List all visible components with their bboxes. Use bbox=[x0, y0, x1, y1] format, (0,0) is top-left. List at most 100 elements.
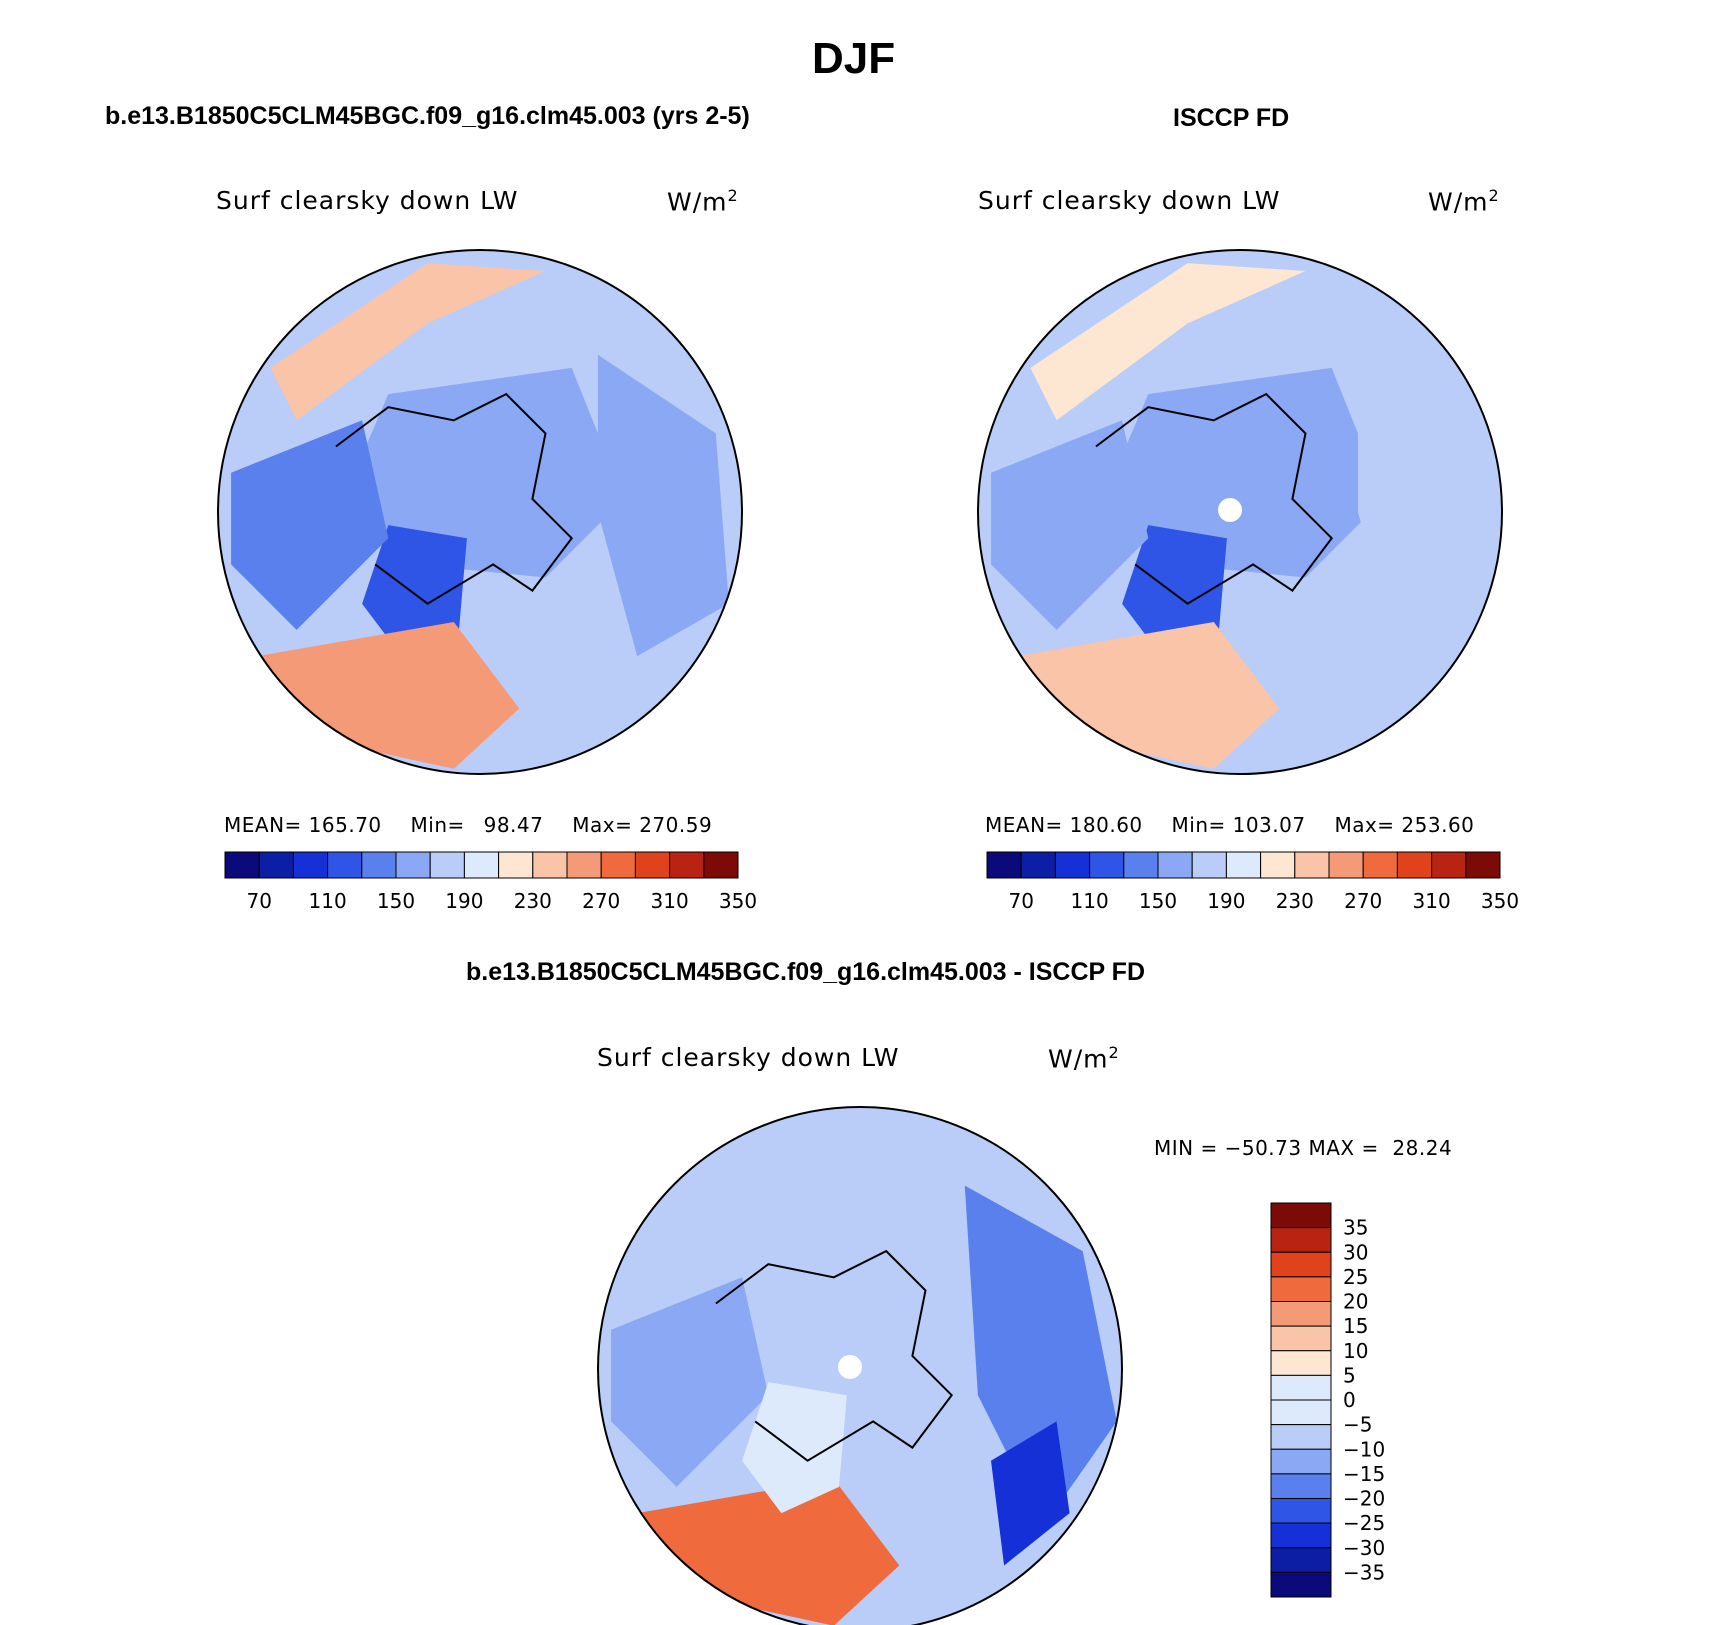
panel2-colorbar-tick-label: 350 bbox=[1481, 889, 1519, 913]
map3-region-arctic-ocean bbox=[729, 1224, 1005, 1435]
panel1-colorbar-cell bbox=[429, 851, 465, 879]
panel2-colorbar-cell bbox=[986, 851, 1022, 879]
map2-pole-hole bbox=[1218, 498, 1242, 522]
panel1-colorbar-cell bbox=[634, 851, 671, 879]
panel2-colorbar-cell bbox=[1260, 851, 1296, 879]
map3-fill-group bbox=[598, 1107, 1122, 1625]
map2-fill-group bbox=[978, 250, 1502, 774]
panel3-colorbar-tick-label: −30 bbox=[1343, 1536, 1385, 1560]
map2-region-eurasia-interior bbox=[1357, 354, 1489, 657]
panel2-colorbar-tick-label: 230 bbox=[1276, 889, 1314, 913]
panel1-max-label: Max= bbox=[572, 813, 633, 837]
panel2-colorbar-cell bbox=[1362, 851, 1398, 879]
panel3-colorbar-cell bbox=[1270, 1227, 1332, 1253]
panel3-units-exp: 2 bbox=[1108, 1043, 1120, 1062]
panel1-colorbar-tick-label: 110 bbox=[309, 889, 347, 913]
panel3-colorbar-cell bbox=[1270, 1424, 1332, 1450]
panel2-colorbar-cell bbox=[1020, 851, 1056, 879]
panel1-colorbar-cell bbox=[600, 851, 636, 879]
panel1-colorbar-tick-label: 70 bbox=[246, 889, 271, 913]
map1-fill-group bbox=[218, 250, 742, 774]
panel3-colorbar-tick-label: 0 bbox=[1343, 1388, 1356, 1412]
panel2-colorbar-cell bbox=[1157, 851, 1193, 879]
panel3-colorbar-cell bbox=[1270, 1276, 1332, 1302]
map3-region-canada bbox=[611, 1277, 769, 1487]
panel2-mean-label: MEAN= bbox=[985, 813, 1063, 837]
panel2-colorbar-cell bbox=[1328, 851, 1364, 879]
panel2-mean-value: 180.60 bbox=[1069, 813, 1143, 837]
panel1-colorbar-tick-label: 270 bbox=[582, 889, 620, 913]
panel3-colorbar-tick-label: −5 bbox=[1343, 1413, 1372, 1437]
panel2-colorbar-cell bbox=[1089, 851, 1125, 879]
panel2-colorbar-tick-label: 70 bbox=[1008, 889, 1033, 913]
panel2-case-title: ISCCP FD bbox=[1173, 104, 1290, 132]
panel1-colorbar-cell bbox=[703, 851, 739, 879]
panel3-colorbar-tick-label: 5 bbox=[1343, 1363, 1356, 1387]
panel3-colorbar-tick-label: 25 bbox=[1343, 1265, 1368, 1289]
panel2-colorbar-cell bbox=[1396, 851, 1433, 879]
map3-region-siberia-east bbox=[991, 1421, 1070, 1566]
panel3-colorbar-tick-label: 30 bbox=[1343, 1240, 1368, 1264]
map2-coastline bbox=[1095, 392, 1334, 605]
map3-region-greenland bbox=[742, 1382, 847, 1514]
panel3-colorbar-tick-label: 10 bbox=[1343, 1339, 1368, 1363]
panel3-colorbar-cell bbox=[1270, 1522, 1332, 1549]
panel1-colorbar-cell bbox=[395, 851, 431, 879]
panel2-units-label: W/m2 bbox=[1428, 186, 1500, 216]
panel2-colorbar-cell bbox=[1123, 851, 1159, 879]
panel2-min-label: Min= bbox=[1171, 813, 1226, 837]
panel1-mean-label: MEAN= bbox=[224, 813, 302, 837]
map2-region-canada bbox=[991, 420, 1149, 630]
panel3-minmax: MIN = −50.73 MAX = 28.24 bbox=[1154, 1136, 1453, 1160]
panel3-colorbar-tick-label: −35 bbox=[1343, 1560, 1385, 1584]
panel3-colorbar-cell bbox=[1270, 1547, 1332, 1573]
panel3-colorbar-tick-label: −15 bbox=[1343, 1462, 1385, 1486]
panel1-colorbar-cell bbox=[361, 851, 397, 879]
panel3-colorbar-cell bbox=[1270, 1399, 1332, 1426]
panel3-colorbar-cell bbox=[1270, 1374, 1332, 1401]
map1-coastline bbox=[335, 392, 574, 605]
panel3-colorbar-tick-label: −20 bbox=[1343, 1487, 1385, 1511]
panel2-units-exp: 2 bbox=[1488, 186, 1500, 205]
panel1-colorbar-tick-label: 190 bbox=[445, 889, 483, 913]
map1-region-arctic-ocean bbox=[349, 367, 625, 578]
map3-coastline bbox=[715, 1249, 954, 1462]
panel3-colorbar-cell bbox=[1270, 1448, 1332, 1475]
panel1-min-value: 98.47 bbox=[483, 813, 544, 837]
panel1-colorbar-tick-label: 150 bbox=[377, 889, 415, 913]
panel2-max-label: Max= bbox=[1334, 813, 1395, 837]
panel2-min-value: 103.07 bbox=[1232, 813, 1306, 837]
panel3-colorbar-tick-label: −25 bbox=[1343, 1511, 1385, 1535]
panel3-colorbar-cell bbox=[1270, 1473, 1332, 1499]
map3-region-eurasia bbox=[964, 1185, 1117, 1527]
map1-region-eurasia-interior bbox=[597, 354, 729, 657]
panel1-colorbar-cell bbox=[532, 851, 568, 879]
panel3-units-base: W/m bbox=[1048, 1044, 1109, 1074]
map3-pole-hole bbox=[838, 1355, 862, 1379]
panel2-colorbar-tick-label: 190 bbox=[1207, 889, 1245, 913]
panel3-colorbar-cell bbox=[1270, 1498, 1332, 1524]
map3-boundary bbox=[597, 1106, 1123, 1625]
panel1-units-base: W/m bbox=[667, 187, 728, 217]
panel1-colorbar-cell bbox=[258, 851, 294, 879]
panel1-variable-label: Surf clearsky down LW bbox=[216, 186, 519, 215]
panel1-colorbar-cell bbox=[498, 851, 534, 879]
panel2-stats: MEAN= 180.60 Min= 103.07 Max= 253.60 bbox=[985, 813, 1474, 837]
panel2-colorbar-tick-label: 110 bbox=[1071, 889, 1109, 913]
panel3-colorbar-cell bbox=[1270, 1251, 1332, 1278]
panel2-colorbar-tick-label: 310 bbox=[1413, 889, 1451, 913]
panel3-colorbar-tick-label: 20 bbox=[1343, 1290, 1368, 1314]
map2-region-north-pacific bbox=[1030, 263, 1306, 421]
panel1-max-value: 270.59 bbox=[639, 813, 713, 837]
panel3-case-title: b.e13.B1850C5CLM45BGC.f09_g16.clm45.003 … bbox=[466, 958, 1146, 986]
map1-region-north-pacific bbox=[270, 263, 546, 421]
panel1-units-exp: 2 bbox=[727, 186, 739, 205]
map1-boundary bbox=[217, 249, 743, 775]
panel1-colorbar-cell bbox=[566, 851, 602, 879]
panel1-min-label: Min= bbox=[410, 813, 465, 837]
panel1-colorbar-cell bbox=[224, 851, 260, 879]
panel1-colorbar-cell bbox=[292, 851, 329, 879]
panel3-variable-label: Surf clearsky down LW bbox=[597, 1043, 900, 1072]
panel3-colorbar-cell bbox=[1270, 1202, 1332, 1229]
